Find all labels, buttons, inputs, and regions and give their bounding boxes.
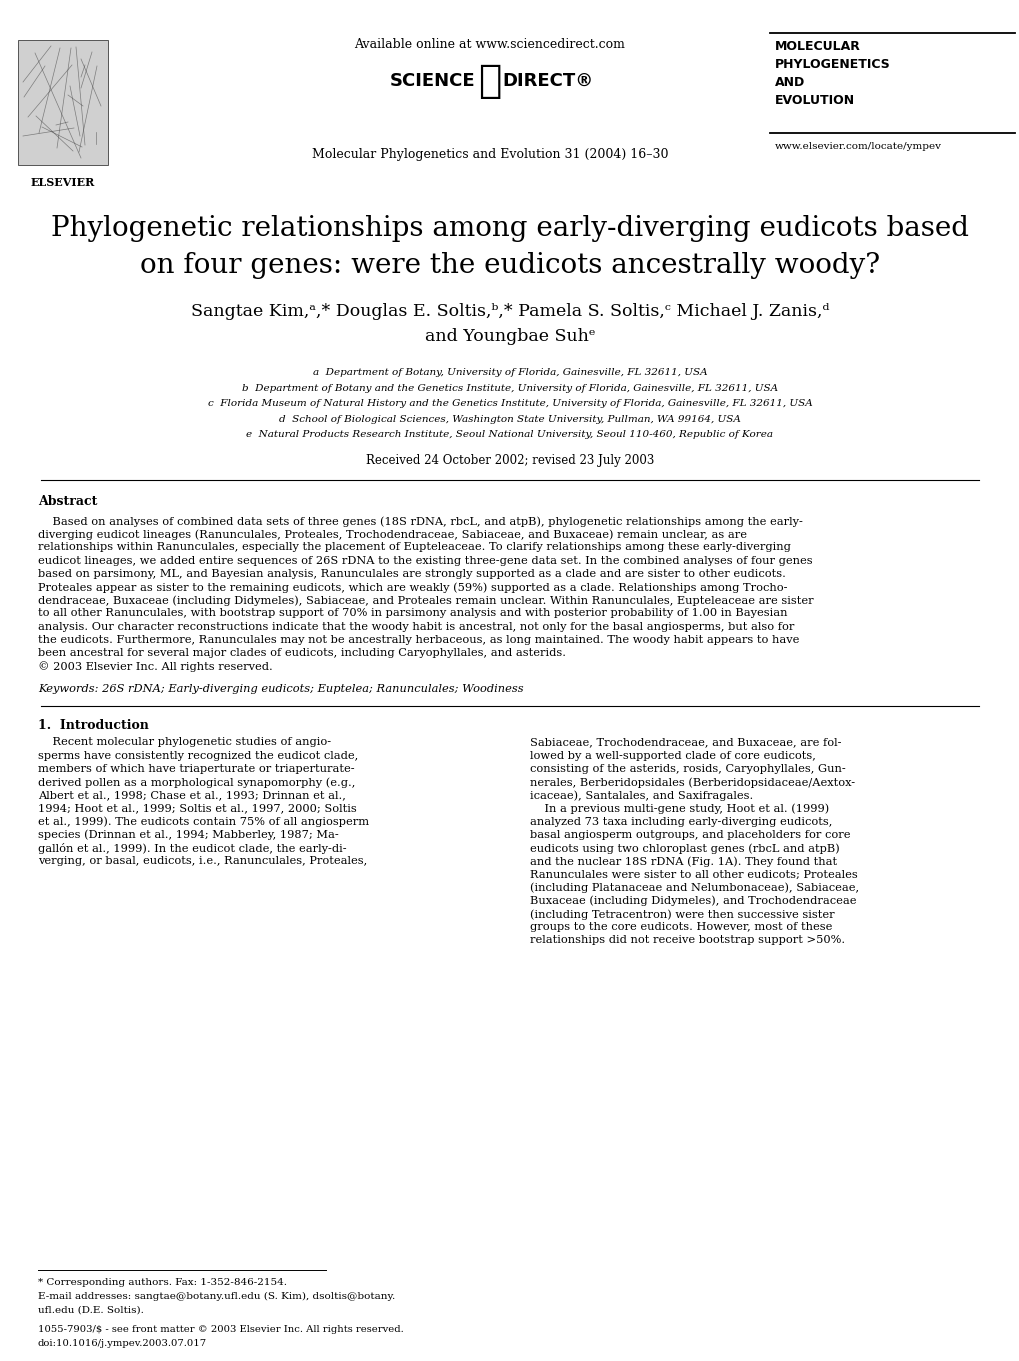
- Text: www.elsevier.com/locate/ympev: www.elsevier.com/locate/ympev: [774, 142, 942, 151]
- Text: Received 24 October 2002; revised 23 July 2003: Received 24 October 2002; revised 23 Jul…: [366, 455, 653, 467]
- Text: based on parsimony, ML, and Bayesian analysis, Ranunculales are strongly support: based on parsimony, ML, and Bayesian ana…: [38, 569, 785, 578]
- Text: ⓐ: ⓐ: [478, 63, 501, 99]
- Text: Ranunculales were sister to all other eudicots; Proteales: Ranunculales were sister to all other eu…: [530, 870, 857, 879]
- Text: eudicot lineages, we added entire sequences of 26S rDNA to the existing three-ge: eudicot lineages, we added entire sequen…: [38, 555, 812, 566]
- Text: icaceae), Santalales, and Saxifragales.: icaceae), Santalales, and Saxifragales.: [530, 791, 752, 800]
- Text: In a previous multi-gene study, Hoot et al. (1999): In a previous multi-gene study, Hoot et …: [530, 803, 828, 814]
- Text: and the nuclear 18S rDNA (Fig. 1A). They found that: and the nuclear 18S rDNA (Fig. 1A). They…: [530, 856, 837, 867]
- Text: d  School of Biological Sciences, Washington State University, Pullman, WA 99164: d School of Biological Sciences, Washing…: [279, 415, 740, 423]
- Text: E-mail addresses: sangtae@botany.ufl.edu (S. Kim), dsoltis@botany.: E-mail addresses: sangtae@botany.ufl.edu…: [38, 1292, 395, 1301]
- Text: ufl.edu (D.E. Soltis).: ufl.edu (D.E. Soltis).: [38, 1307, 144, 1315]
- Text: doi:10.1016/j.ympev.2003.07.017: doi:10.1016/j.ympev.2003.07.017: [38, 1339, 207, 1347]
- Text: MOLECULAR
PHYLOGENETICS
AND
EVOLUTION: MOLECULAR PHYLOGENETICS AND EVOLUTION: [774, 39, 890, 108]
- Text: * Corresponding authors. Fax: 1-352-846-2154.: * Corresponding authors. Fax: 1-352-846-…: [38, 1278, 286, 1288]
- Bar: [18, 39, 108, 165]
- Text: consisting of the asterids, rosids, Caryophyllales, Gun-: consisting of the asterids, rosids, Cary…: [530, 764, 845, 774]
- Text: Keywords: 26S rDNA; Early-diverging eudicots; Euptelea; Ranunculales; Woodiness: Keywords: 26S rDNA; Early-diverging eudi…: [38, 685, 523, 694]
- Text: Proteales appear as sister to the remaining eudicots, which are weakly (59%) sup: Proteales appear as sister to the remain…: [38, 583, 787, 592]
- Text: analysis. Our character reconstructions indicate that the woody habit is ancestr: analysis. Our character reconstructions …: [38, 622, 794, 632]
- Text: Available online at www.sciencedirect.com: Available online at www.sciencedirect.co…: [355, 38, 625, 50]
- Text: basal angiosperm outgroups, and placeholders for core: basal angiosperm outgroups, and placehol…: [530, 830, 850, 840]
- Text: been ancestral for several major clades of eudicots, including Caryophyllales, a: been ancestral for several major clades …: [38, 648, 566, 657]
- Text: 1994; Hoot et al., 1999; Soltis et al., 1997, 2000; Soltis: 1994; Hoot et al., 1999; Soltis et al., …: [38, 803, 357, 814]
- Text: (including Platanaceae and Nelumbonaceae), Sabiaceae,: (including Platanaceae and Nelumbonaceae…: [530, 882, 858, 893]
- Text: members of which have triaperturate or triaperturate-: members of which have triaperturate or t…: [38, 764, 355, 774]
- Text: eudicots using two chloroplast genes (rbcL and atpB): eudicots using two chloroplast genes (rb…: [530, 842, 839, 853]
- Text: a  Department of Botany, University of Florida, Gainesville, FL 32611, USA: a Department of Botany, University of Fl…: [313, 367, 706, 377]
- Text: species (Drinnan et al., 1994; Mabberley, 1987; Ma-: species (Drinnan et al., 1994; Mabberley…: [38, 830, 338, 840]
- Text: analyzed 73 taxa including early-diverging eudicots,: analyzed 73 taxa including early-divergi…: [530, 817, 832, 826]
- Text: b  Department of Botany and the Genetics Institute, University of Florida, Gaine: b Department of Botany and the Genetics …: [242, 384, 777, 392]
- Text: © 2003 Elsevier Inc. All rights reserved.: © 2003 Elsevier Inc. All rights reserved…: [38, 661, 272, 672]
- Text: dendraceae, Buxaceae (including Didymeles), Sabiaceae, and Proteales remain uncl: dendraceae, Buxaceae (including Didymele…: [38, 595, 813, 606]
- Text: Recent molecular phylogenetic studies of angio-: Recent molecular phylogenetic studies of…: [38, 738, 331, 747]
- Text: c  Florida Museum of Natural History and the Genetics Institute, University of F: c Florida Museum of Natural History and …: [208, 399, 811, 408]
- Text: et al., 1999). The eudicots contain 75% of all angiosperm: et al., 1999). The eudicots contain 75% …: [38, 817, 369, 827]
- Text: (including Tetracentron) were then successive sister: (including Tetracentron) were then succe…: [530, 909, 834, 920]
- Text: 1.  Introduction: 1. Introduction: [38, 720, 149, 732]
- Text: and Youngbae Suhᵉ: and Youngbae Suhᵉ: [424, 328, 595, 344]
- Text: Molecular Phylogenetics and Evolution 31 (2004) 16–30: Molecular Phylogenetics and Evolution 31…: [312, 148, 667, 161]
- Text: Based on analyses of combined data sets of three genes (18S rDNA, rbcL, and atpB: Based on analyses of combined data sets …: [38, 516, 802, 527]
- Text: lowed by a well-supported clade of core eudicots,: lowed by a well-supported clade of core …: [530, 751, 815, 761]
- Text: Buxaceae (including Didymeles), and Trochodendraceae: Buxaceae (including Didymeles), and Troc…: [530, 896, 856, 906]
- Text: to all other Ranunculales, with bootstrap support of 70% in parsimony analysis a: to all other Ranunculales, with bootstra…: [38, 608, 787, 618]
- Text: groups to the core eudicots. However, most of these: groups to the core eudicots. However, mo…: [530, 923, 832, 932]
- Text: Albert et al., 1998; Chase et al., 1993; Drinnan et al.,: Albert et al., 1998; Chase et al., 1993;…: [38, 791, 345, 800]
- Text: the eudicots. Furthermore, Ranunculales may not be ancestrally herbaceous, as lo: the eudicots. Furthermore, Ranunculales …: [38, 634, 799, 645]
- Text: Abstract: Abstract: [38, 495, 97, 508]
- Text: gallón et al., 1999). In the eudicot clade, the early-di-: gallón et al., 1999). In the eudicot cla…: [38, 842, 346, 853]
- Text: derived pollen as a morphological synapomorphy (e.g.,: derived pollen as a morphological synapo…: [38, 777, 355, 788]
- Text: nerales, Berberidopsidales (Berberidopsidaceae/Aextox-: nerales, Berberidopsidales (Berberidopsi…: [530, 777, 854, 788]
- Text: verging, or basal, eudicots, i.e., Ranunculales, Proteales,: verging, or basal, eudicots, i.e., Ranun…: [38, 856, 367, 866]
- Text: SCIENCE: SCIENCE: [389, 72, 475, 90]
- Text: Sabiaceae, Trochodendraceae, and Buxaceae, are fol-: Sabiaceae, Trochodendraceae, and Buxacea…: [530, 738, 841, 747]
- Text: on four genes: were the eudicots ancestrally woody?: on four genes: were the eudicots ancestr…: [140, 252, 879, 279]
- Text: relationships within Ranunculales, especially the placement of Eupteleaceae. To : relationships within Ranunculales, espec…: [38, 543, 790, 553]
- Text: sperms have consistently recognized the eudicot clade,: sperms have consistently recognized the …: [38, 751, 358, 761]
- Text: DIRECT®: DIRECT®: [501, 72, 593, 90]
- Text: relationships did not receive bootstrap support >50%.: relationships did not receive bootstrap …: [530, 935, 845, 946]
- Text: ELSEVIER: ELSEVIER: [31, 177, 95, 188]
- Text: e  Natural Products Research Institute, Seoul National University, Seoul 110-460: e Natural Products Research Institute, S…: [247, 430, 772, 440]
- Text: 1055-7903/$ - see front matter © 2003 Elsevier Inc. All rights reserved.: 1055-7903/$ - see front matter © 2003 El…: [38, 1326, 404, 1334]
- Text: Phylogenetic relationships among early-diverging eudicots based: Phylogenetic relationships among early-d…: [51, 215, 968, 242]
- Text: diverging eudicot lineages (Ranunculales, Proteales, Trochodendraceae, Sabiaceae: diverging eudicot lineages (Ranunculales…: [38, 529, 746, 540]
- Text: Sangtae Kim,ᵃ,* Douglas E. Soltis,ᵇ,* Pamela S. Soltis,ᶜ Michael J. Zanis,ᵈ: Sangtae Kim,ᵃ,* Douglas E. Soltis,ᵇ,* Pa…: [191, 304, 828, 320]
